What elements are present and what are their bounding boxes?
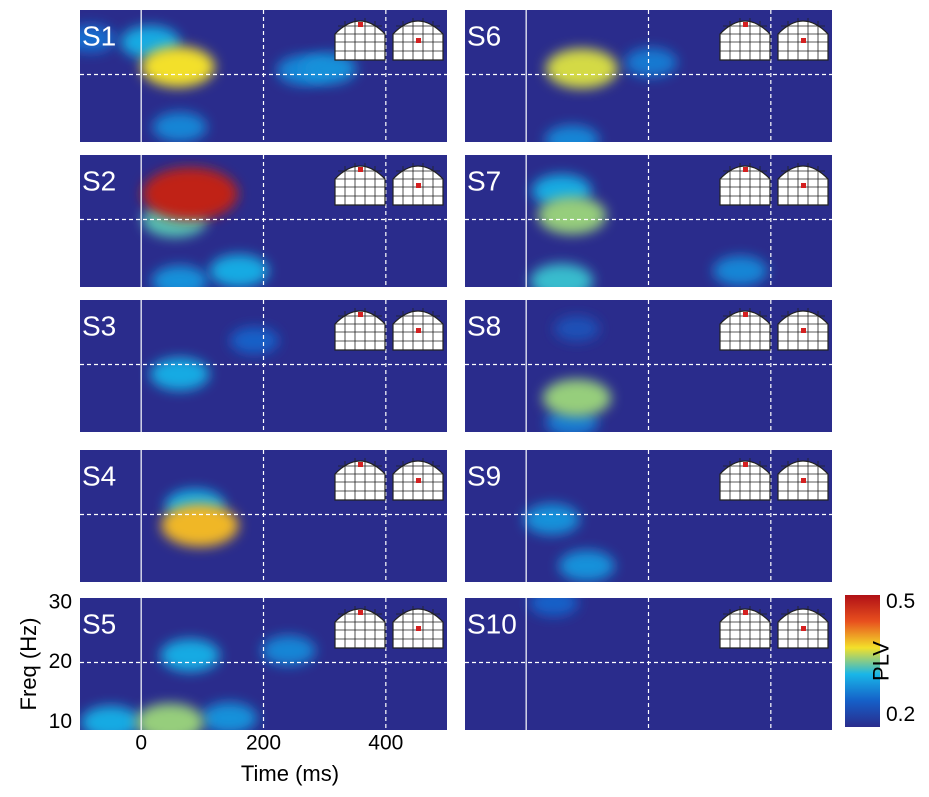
plv-blob — [545, 125, 599, 155]
panel — [465, 450, 832, 582]
panel — [465, 155, 832, 299]
colorbar-tick-label: 0.5 — [886, 590, 915, 613]
panel-label: S2 — [82, 165, 116, 196]
y-tick-label: 20 — [49, 650, 72, 673]
plv-blob — [559, 550, 615, 581]
electrode-site — [801, 626, 806, 631]
plv-blob — [160, 639, 219, 672]
panel-label: S9 — [467, 460, 501, 491]
electrode-site — [801, 328, 806, 333]
panel — [80, 155, 447, 297]
x-axis-title: Time (ms) — [241, 761, 339, 786]
electrode-site — [801, 38, 806, 43]
plv-blob — [230, 327, 279, 354]
panel — [465, 10, 832, 155]
electrode-site — [416, 183, 421, 188]
plv-blob — [161, 504, 238, 547]
plv-blob — [529, 589, 578, 616]
x-tick-label: 0 — [135, 732, 147, 755]
plv-blob — [554, 316, 599, 341]
electrode-site — [358, 610, 363, 615]
plv-blob — [150, 358, 209, 391]
electrode-site — [801, 183, 806, 188]
electrode-site — [416, 626, 421, 631]
x-tick-label: 400 — [368, 732, 403, 755]
electrode-site — [743, 312, 748, 317]
plv-blob — [524, 504, 580, 535]
plv-blob — [142, 167, 237, 220]
plv-blob — [262, 636, 316, 666]
plv-blob — [538, 196, 606, 234]
plv-blob — [530, 264, 593, 299]
electrode-site — [743, 22, 748, 27]
panel-label: S3 — [82, 310, 116, 341]
colorbar-label: PLV — [868, 641, 893, 681]
plv-blob — [201, 703, 257, 734]
electrode-site — [358, 22, 363, 27]
y-tick-label: 30 — [49, 590, 72, 613]
panel-label: S7 — [467, 165, 501, 196]
plv-blob — [546, 49, 618, 89]
plv-blob — [141, 46, 215, 87]
panel — [80, 598, 447, 741]
plv-blob — [152, 266, 208, 297]
panel-label: S8 — [467, 310, 501, 341]
plv-blob — [713, 256, 767, 286]
electrode-site — [743, 462, 748, 467]
plv-blob — [209, 254, 268, 287]
panel-label: S6 — [467, 20, 501, 51]
plv-blob — [543, 379, 611, 417]
panel — [80, 300, 447, 432]
panel-label: S1 — [82, 20, 116, 51]
x-tick-label: 200 — [246, 732, 281, 755]
electrode-site — [358, 462, 363, 467]
panel-label: S4 — [82, 460, 116, 491]
electrode-site — [358, 167, 363, 172]
panel-label: S10 — [467, 608, 517, 639]
electrode-site — [416, 328, 421, 333]
plv-blob — [81, 706, 140, 739]
panel — [465, 589, 832, 730]
electrode-site — [743, 167, 748, 172]
electrode-site — [801, 478, 806, 483]
y-tick-label: 10 — [49, 710, 72, 733]
panel — [80, 450, 447, 582]
electrode-site — [743, 610, 748, 615]
panel — [465, 300, 832, 437]
panel-label: S5 — [82, 608, 116, 639]
electrode-site — [358, 312, 363, 317]
y-axis-title: Freq (Hz) — [16, 618, 41, 711]
figure: Time (ms) Freq (Hz) S1 S2 S3 S4 S5 0 200 400 10 2… — [0, 0, 929, 792]
panel — [65, 10, 447, 142]
plv-blob — [153, 112, 207, 142]
colorbar-tick-label: 0.2 — [886, 703, 915, 726]
plv-blob — [625, 48, 677, 77]
electrode-site — [416, 38, 421, 43]
electrode-site — [416, 478, 421, 483]
